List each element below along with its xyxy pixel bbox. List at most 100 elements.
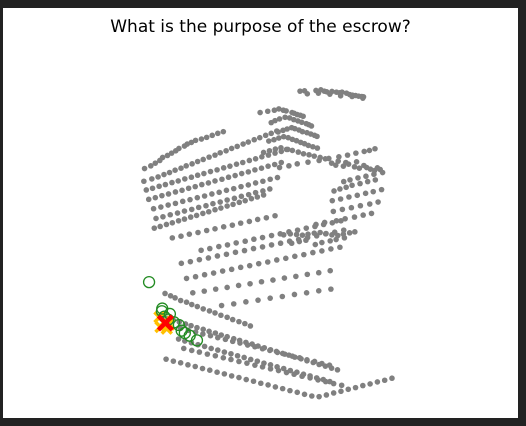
data-point (242, 320, 248, 327)
data-point (242, 197, 248, 204)
data-point (267, 186, 273, 192)
data-point (162, 290, 168, 297)
data-point (331, 229, 338, 235)
data-point (338, 388, 344, 395)
data-point (338, 217, 344, 224)
data-point (172, 189, 179, 195)
data-point (172, 200, 179, 207)
cross-stroke (156, 314, 174, 332)
data-point (258, 380, 264, 387)
data-point (298, 119, 305, 126)
data-point (245, 169, 252, 175)
data-point (257, 109, 263, 116)
data-point (223, 187, 230, 194)
data-point (175, 217, 182, 224)
points-series (141, 87, 395, 400)
data-point (308, 123, 315, 129)
data-point (248, 195, 255, 202)
data-point (389, 375, 395, 382)
data-point (245, 182, 252, 188)
data-point (195, 204, 202, 211)
data-point (179, 198, 186, 205)
data-point (260, 149, 267, 156)
data-point (255, 297, 261, 303)
data-point (319, 360, 325, 367)
data-point (194, 158, 201, 165)
data-point (206, 367, 213, 373)
data-point (293, 231, 300, 238)
data-point (238, 170, 245, 177)
data-point (260, 178, 266, 185)
data-point (188, 206, 195, 213)
data-point (322, 378, 329, 385)
data-point (204, 351, 211, 357)
data-point (339, 206, 346, 213)
data-point (271, 161, 278, 168)
data-point (277, 231, 284, 237)
data-point (327, 267, 334, 274)
data-point (255, 260, 262, 267)
data-point (281, 275, 288, 281)
data-point (246, 218, 253, 225)
data-point (279, 385, 286, 392)
data-point (352, 384, 359, 391)
data-point (181, 216, 188, 222)
data-point (276, 164, 283, 171)
data-point (167, 211, 174, 218)
data-point (293, 273, 299, 280)
data-point (315, 288, 322, 294)
data-point (342, 215, 348, 222)
data-point (351, 214, 358, 220)
data-point (267, 176, 273, 183)
data-point (335, 158, 341, 164)
data-point (286, 229, 292, 235)
data-point (149, 176, 155, 182)
data-point (323, 392, 330, 398)
data-point (259, 154, 265, 160)
data-point (194, 303, 201, 310)
data-point (271, 107, 278, 114)
data-point (268, 130, 275, 137)
data-point (262, 132, 269, 139)
data-point (346, 230, 353, 236)
data-point (152, 160, 159, 166)
data-point (282, 255, 289, 262)
data-point (330, 380, 337, 387)
data-point (282, 114, 288, 121)
data-point (217, 199, 224, 205)
data-point (192, 273, 199, 280)
data-point (337, 186, 343, 192)
data-point (291, 371, 297, 378)
data-point (159, 192, 165, 199)
data-point (241, 247, 248, 254)
data-point (265, 138, 272, 144)
data-point (198, 136, 205, 142)
data-point (252, 189, 259, 196)
data-point (201, 271, 208, 278)
data-point (148, 163, 154, 169)
data-point (221, 349, 228, 355)
data-point (379, 169, 386, 176)
data-point (155, 174, 161, 180)
data-point (326, 155, 332, 162)
data-point (237, 264, 244, 271)
data-point (228, 356, 234, 363)
data-point (165, 191, 172, 197)
data-point (252, 167, 258, 173)
data-point (201, 343, 208, 350)
data-point (163, 221, 170, 228)
data-point (242, 238, 248, 245)
data-point (259, 345, 266, 352)
query-series (156, 314, 174, 332)
data-point (265, 382, 271, 388)
data-point (291, 291, 298, 298)
data-point (224, 284, 230, 291)
data-point (330, 390, 337, 396)
data-point (225, 174, 232, 181)
data-point (259, 244, 266, 250)
data-point (152, 194, 159, 201)
data-point (220, 355, 227, 361)
data-point (309, 393, 315, 399)
data-point (328, 286, 334, 292)
data-point (300, 150, 307, 157)
